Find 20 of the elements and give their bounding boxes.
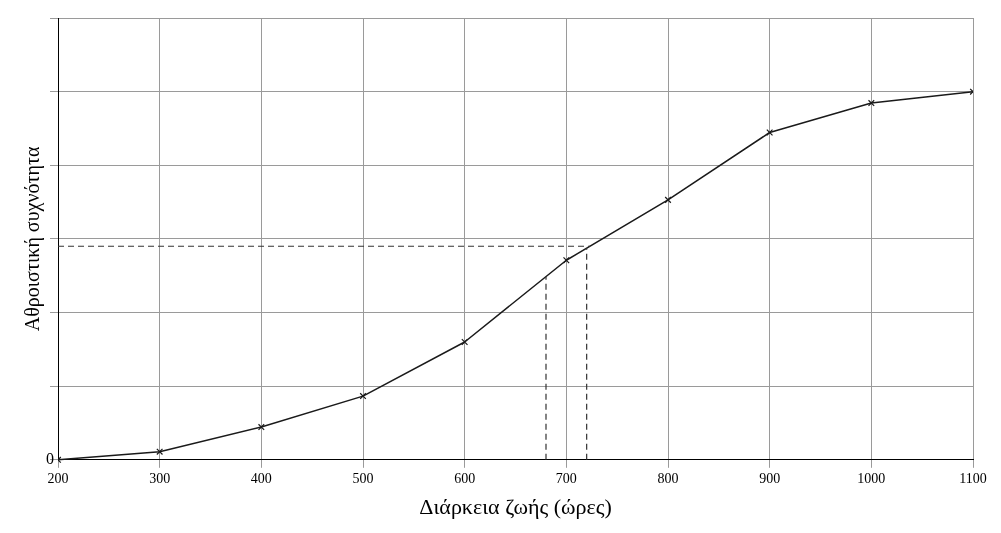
x-tick-label: 800 xyxy=(657,470,679,486)
point xyxy=(766,129,774,136)
x-tick-label: 500 xyxy=(352,470,374,486)
x-axis-title: Διάρκεια ζωής (ώρες) xyxy=(419,493,612,519)
y-axis-title: Αθροιστική συχνότητα xyxy=(21,146,45,332)
x-tick-label: 300 xyxy=(149,470,171,486)
x-tick-label: 900 xyxy=(759,470,781,486)
text: 0 xyxy=(46,450,54,467)
point xyxy=(562,256,570,264)
x-tick-label: 1100 xyxy=(959,470,987,486)
x-tick-label: 400 xyxy=(250,470,272,486)
point xyxy=(867,99,875,107)
x-tick-label: 600 xyxy=(454,470,476,486)
point xyxy=(257,423,265,431)
point xyxy=(359,392,367,400)
x-tick-label: 700 xyxy=(555,470,577,486)
point xyxy=(664,196,672,204)
x-tick-label: 1000 xyxy=(857,470,886,486)
x-tick-label: 200 xyxy=(47,470,69,486)
point xyxy=(461,338,469,346)
